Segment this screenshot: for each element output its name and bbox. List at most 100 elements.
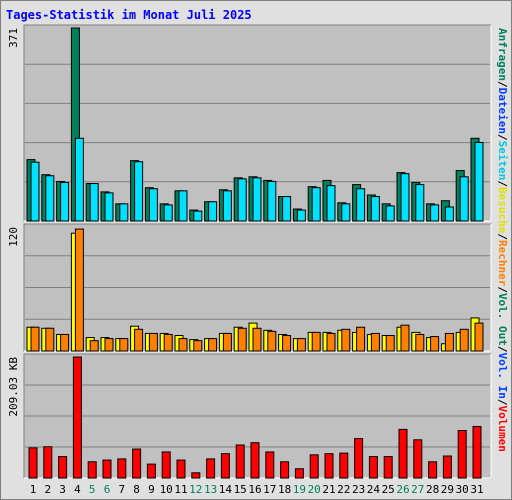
bar xyxy=(341,328,351,352)
bar xyxy=(235,444,245,479)
bar xyxy=(132,448,142,479)
x-tick-label: 21 xyxy=(322,483,335,496)
bar xyxy=(30,326,40,352)
bar xyxy=(311,187,321,222)
bar xyxy=(45,175,55,222)
bar xyxy=(163,204,173,222)
bar xyxy=(282,335,292,352)
bar xyxy=(457,430,467,479)
bar xyxy=(413,439,423,479)
x-tick-label: 3 xyxy=(59,483,66,496)
x-tick-label: 13 xyxy=(204,483,217,496)
bar xyxy=(474,141,484,222)
bar xyxy=(428,461,438,479)
legend-entry: Rechner xyxy=(496,240,509,287)
bar xyxy=(102,459,112,479)
x-tick-label: 23 xyxy=(352,483,365,496)
x-tick-label: 10 xyxy=(160,483,173,496)
bar xyxy=(267,330,277,352)
bar xyxy=(178,190,188,222)
bar xyxy=(178,338,188,352)
legend-entry: Besuche xyxy=(496,187,509,234)
x-tick-label: 7 xyxy=(118,483,125,496)
bar xyxy=(265,451,275,479)
bar xyxy=(220,453,230,479)
x-tick-label: 11 xyxy=(174,483,187,496)
x-tick-label: 12 xyxy=(189,483,202,496)
bar xyxy=(444,332,454,352)
bar xyxy=(430,204,440,222)
bar xyxy=(356,326,366,352)
bar xyxy=(442,455,452,479)
legend-entry: Volumen xyxy=(496,406,509,452)
bar xyxy=(208,338,218,352)
legend: Anfragen/Dateien/Seiten/Besuche/Rechner/… xyxy=(496,28,509,452)
bar xyxy=(117,458,127,479)
legend-entry: Seiten xyxy=(496,141,509,181)
bar xyxy=(324,453,334,479)
legend-entry: / xyxy=(496,399,509,406)
bar xyxy=(250,442,260,479)
bar xyxy=(370,332,380,352)
x-tick-label: 27 xyxy=(411,483,424,496)
x-tick-label: 15 xyxy=(234,483,247,496)
bar xyxy=(267,180,277,222)
bar xyxy=(252,177,262,222)
bar xyxy=(400,173,410,222)
bar xyxy=(60,333,70,352)
bar xyxy=(459,176,469,222)
bar xyxy=(148,188,158,222)
bar xyxy=(43,446,53,479)
bar xyxy=(60,182,70,222)
bar xyxy=(176,459,186,479)
bar xyxy=(134,161,144,222)
bar xyxy=(252,327,262,352)
legend-entry: Dateien xyxy=(496,88,509,134)
bar xyxy=(415,184,425,222)
legend-entry: / xyxy=(496,134,509,141)
bar xyxy=(282,196,292,222)
bar xyxy=(74,228,84,352)
bar xyxy=(385,335,395,352)
bar xyxy=(104,338,114,352)
bar xyxy=(30,161,40,222)
bar xyxy=(87,461,97,479)
x-tick-label: 30 xyxy=(456,483,469,496)
bar xyxy=(148,332,158,352)
bar xyxy=(58,456,68,479)
bar xyxy=(45,327,55,352)
bar xyxy=(146,463,156,479)
x-tick-label: 26 xyxy=(396,483,409,496)
x-tick-label: 5 xyxy=(89,483,96,496)
bar xyxy=(222,332,232,352)
bar xyxy=(415,333,425,352)
x-tick-label: 6 xyxy=(104,483,111,496)
y-tick-label: 120 xyxy=(7,227,20,247)
x-tick-label: 25 xyxy=(382,483,395,496)
x-tick-label: 28 xyxy=(426,483,439,496)
x-tick-label: 1 xyxy=(30,483,37,496)
bar xyxy=(385,205,395,222)
x-tick-label: 4 xyxy=(74,483,81,496)
bar xyxy=(474,322,484,352)
bar xyxy=(28,447,38,479)
bar xyxy=(161,451,171,479)
bar xyxy=(89,183,99,222)
bar xyxy=(72,356,82,479)
x-tick-label: 14 xyxy=(219,483,233,496)
bar xyxy=(339,452,349,479)
bar xyxy=(222,190,232,222)
y-tick-label: 209.03 KB xyxy=(7,357,20,417)
x-tick-label: 16 xyxy=(248,483,261,496)
x-tick-label: 24 xyxy=(367,483,381,496)
bar xyxy=(430,336,440,352)
legend-entry: / xyxy=(496,286,509,293)
x-tick-label: 29 xyxy=(441,483,454,496)
bar xyxy=(74,137,84,222)
x-tick-label: 31 xyxy=(470,483,483,496)
legend-entry: Vol. Out xyxy=(496,293,509,346)
bar xyxy=(383,456,393,479)
x-tick-label: 2 xyxy=(44,483,51,496)
bar xyxy=(163,333,173,352)
